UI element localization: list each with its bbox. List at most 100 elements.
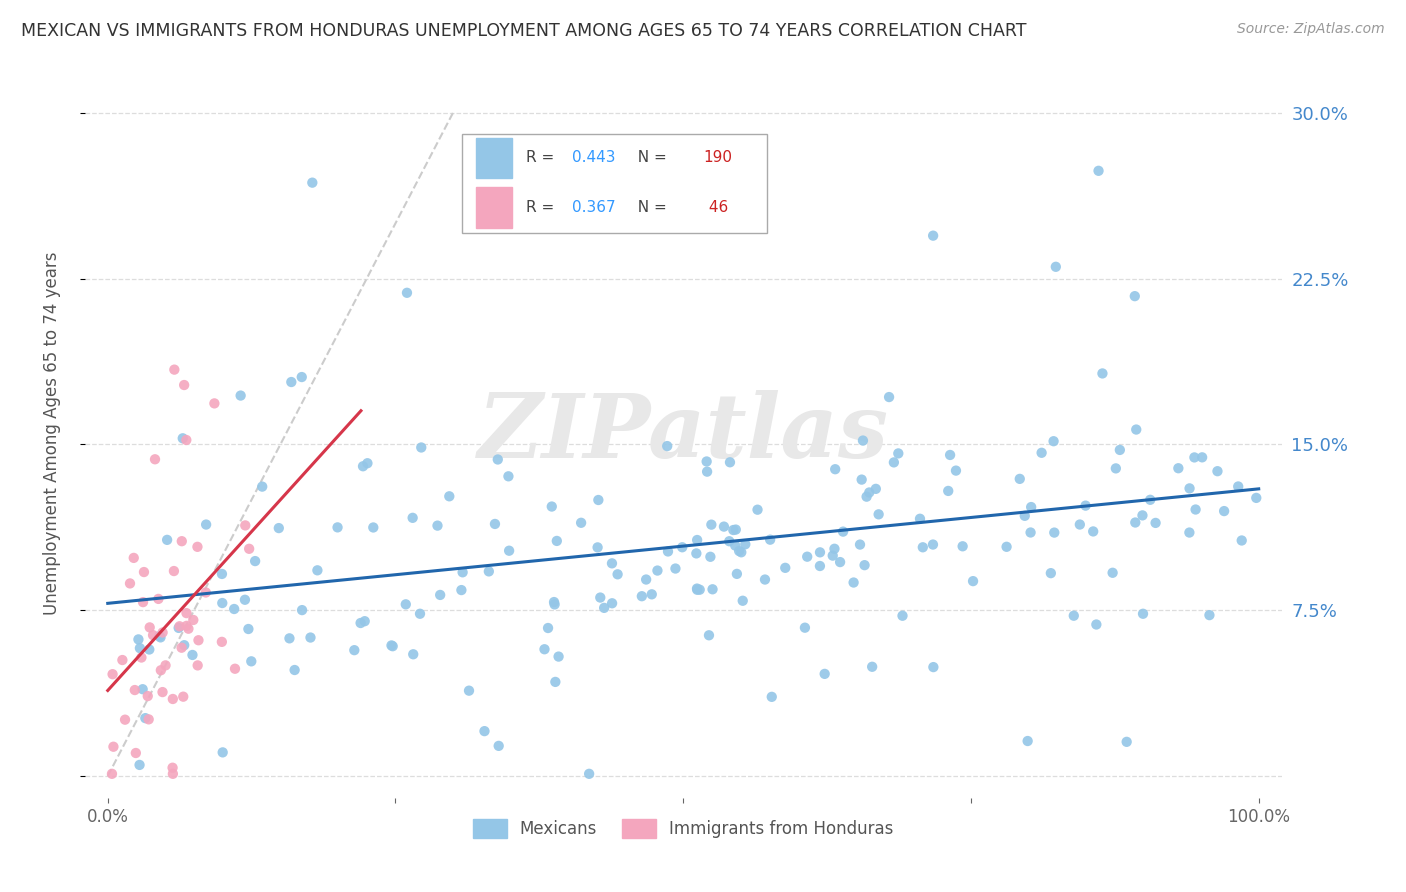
Point	[543, 598, 565, 612]
Point	[891, 608, 914, 623]
Point	[1206, 464, 1229, 478]
Point	[211, 596, 233, 610]
Point	[1083, 524, 1105, 539]
Point	[229, 388, 252, 402]
Point	[945, 464, 967, 478]
Point	[730, 545, 752, 559]
Point	[155, 658, 177, 673]
Point	[1031, 446, 1053, 460]
Point	[808, 559, 831, 574]
Point	[1105, 461, 1128, 475]
Point	[278, 632, 301, 646]
Point	[1191, 450, 1213, 465]
Point	[747, 502, 769, 516]
Point	[543, 595, 565, 609]
Point	[1091, 367, 1114, 381]
Point	[498, 469, 520, 483]
Point	[176, 433, 198, 447]
Point	[759, 533, 782, 547]
Point	[922, 537, 945, 551]
Point	[176, 619, 198, 633]
Point	[395, 285, 418, 300]
Point	[1178, 525, 1201, 540]
Point	[671, 541, 693, 555]
Point	[1101, 566, 1123, 580]
Point	[124, 683, 146, 698]
Point	[103, 739, 125, 754]
Point	[849, 538, 872, 552]
Point	[761, 690, 783, 704]
Point	[173, 378, 195, 392]
Point	[647, 564, 669, 578]
Point	[936, 483, 959, 498]
Point	[363, 520, 385, 534]
Point	[731, 593, 754, 607]
Point	[353, 614, 375, 628]
Point	[162, 692, 184, 706]
Point	[1043, 525, 1066, 540]
FancyBboxPatch shape	[461, 134, 768, 233]
Point	[911, 541, 934, 555]
Point	[1087, 163, 1109, 178]
Point	[1184, 450, 1206, 465]
Text: N =: N =	[628, 200, 672, 215]
Point	[240, 654, 263, 668]
Point	[1184, 502, 1206, 516]
Point	[1042, 434, 1064, 449]
Point	[734, 537, 756, 551]
Point	[409, 607, 432, 621]
Point	[1132, 508, 1154, 523]
Point	[1227, 479, 1250, 493]
Point	[488, 739, 510, 753]
Point	[952, 539, 974, 553]
Text: MEXICAN VS IMMIGRANTS FROM HONDURAS UNEMPLOYMENT AMONG AGES 65 TO 74 YEARS CORRE: MEXICAN VS IMMIGRANTS FROM HONDURAS UNEM…	[21, 22, 1026, 40]
Point	[114, 713, 136, 727]
Point	[544, 674, 567, 689]
Point	[962, 574, 984, 588]
Point	[194, 585, 217, 599]
Point	[697, 628, 720, 642]
Point	[129, 641, 152, 656]
Point	[686, 582, 709, 597]
Point	[101, 767, 124, 781]
Point	[858, 485, 880, 500]
Point	[163, 362, 186, 376]
Legend: Mexicans, Immigrants from Honduras: Mexicans, Immigrants from Honduras	[467, 812, 900, 845]
Text: N =: N =	[628, 151, 672, 165]
Point	[402, 647, 425, 661]
Point	[724, 523, 747, 537]
Point	[883, 455, 905, 469]
Point	[860, 660, 883, 674]
Point	[630, 589, 652, 603]
Point	[1213, 504, 1236, 518]
Point	[224, 662, 246, 676]
Point	[343, 643, 366, 657]
Point	[299, 631, 322, 645]
Point	[170, 534, 193, 549]
Point	[657, 544, 679, 558]
Point	[713, 519, 735, 533]
Point	[136, 689, 159, 703]
Point	[478, 565, 501, 579]
Point	[380, 639, 402, 653]
Point	[1125, 423, 1147, 437]
Point	[450, 583, 472, 598]
Point	[291, 603, 314, 617]
Point	[142, 628, 165, 642]
Point	[1178, 482, 1201, 496]
Point	[177, 622, 200, 636]
Point	[195, 517, 218, 532]
Point	[853, 558, 876, 573]
Point	[284, 663, 307, 677]
Point	[211, 566, 233, 581]
Point	[589, 591, 612, 605]
Point	[498, 543, 520, 558]
Point	[1019, 500, 1042, 514]
Point	[1045, 260, 1067, 274]
Point	[211, 745, 233, 759]
Point	[533, 642, 555, 657]
Point	[725, 566, 748, 581]
Point	[138, 712, 160, 726]
Point	[851, 473, 873, 487]
Point	[793, 621, 815, 635]
